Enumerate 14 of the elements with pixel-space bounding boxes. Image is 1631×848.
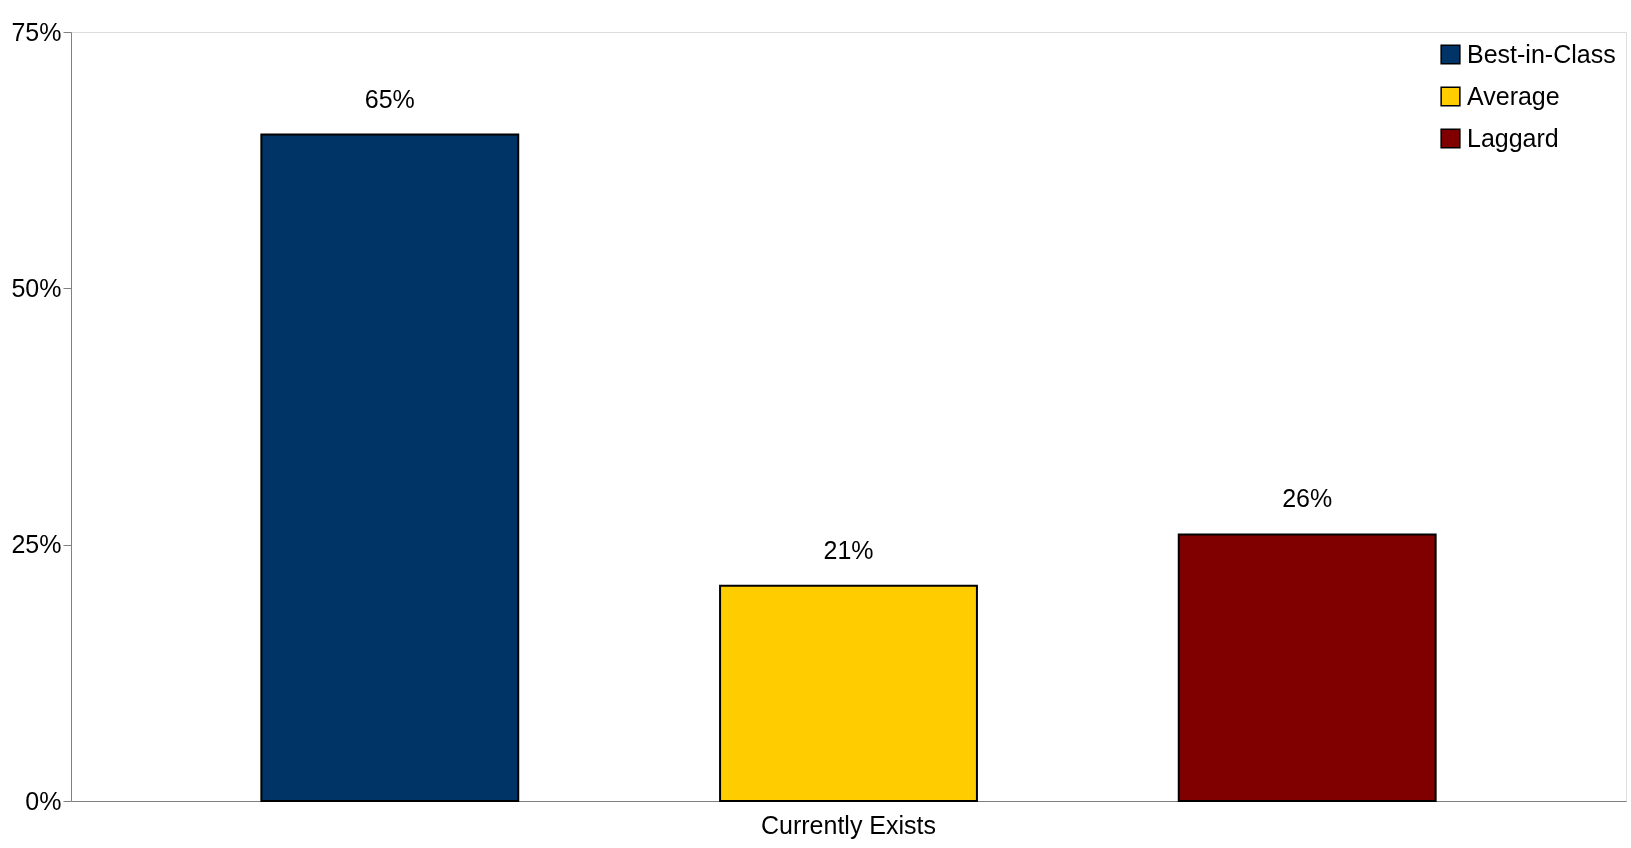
x-tick-label: Currently Exists <box>760 810 937 839</box>
bar <box>260 133 520 802</box>
legend-label: Average <box>1467 81 1560 110</box>
y-tick-label: 75% <box>11 17 62 46</box>
legend-label: Laggard <box>1467 123 1559 152</box>
legend-label: Best-in-Class <box>1467 39 1616 68</box>
data-label: 65% <box>364 84 415 113</box>
data-label: 26% <box>1282 484 1333 513</box>
y-tick-label: 0% <box>25 786 62 815</box>
bar <box>719 584 978 802</box>
y-tick-label: 50% <box>11 273 62 302</box>
data-label: 21% <box>823 535 874 564</box>
bar <box>1177 533 1437 802</box>
y-tick-label: 25% <box>11 530 62 559</box>
